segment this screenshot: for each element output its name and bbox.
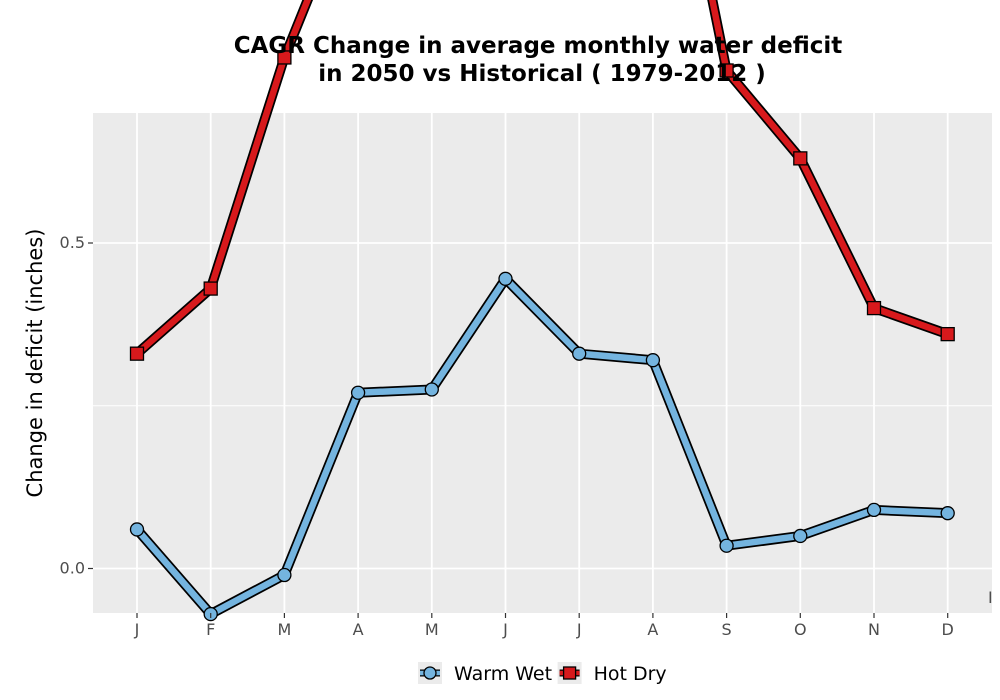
plot-panel <box>93 113 992 613</box>
data-point <box>572 346 587 361</box>
data-point <box>793 151 808 166</box>
x-tick-label: A <box>353 620 364 639</box>
series-line <box>133 275 951 618</box>
x-tick-label: O <box>794 620 807 639</box>
data-point <box>424 382 439 397</box>
x-tick-label: F <box>206 620 215 639</box>
y-tick-label: 0.5 <box>60 233 85 252</box>
chart-title-line-2: in 2050 vs Historical ( 1979-2012 ) <box>318 61 765 87</box>
y-tick-label: 0.0 <box>60 559 85 578</box>
data-point <box>866 502 882 518</box>
data-point <box>129 346 145 361</box>
x-tick-label: J <box>502 620 508 639</box>
y-axis-ticks: 0.00.51.0 <box>60 233 93 578</box>
x-tick-label: A <box>647 620 658 639</box>
x-tick-label: J <box>134 620 140 639</box>
data-point <box>277 50 292 65</box>
legend-item-warm-wet: Warm Wet <box>418 662 552 685</box>
legend-item-hot-dry: Hot Dry <box>557 662 667 685</box>
chart-title-line-1: CAGR Change in average monthly water def… <box>234 33 843 59</box>
data-point <box>645 353 661 368</box>
x-tick-label: D <box>942 620 954 639</box>
data-point <box>940 326 955 342</box>
data-point <box>350 385 366 400</box>
data-point <box>940 506 955 521</box>
y-axis-label: Change in deficit (inches) <box>23 229 47 498</box>
data-point <box>203 281 218 296</box>
data-point <box>498 271 513 286</box>
data-point <box>866 300 882 316</box>
data-point <box>793 528 808 544</box>
legend-label: Warm Wet <box>454 663 552 685</box>
x-tick-label: M <box>277 620 291 639</box>
legend-key-marker <box>423 666 437 680</box>
legend-label: Hot Dry <box>594 663 667 685</box>
series-layer <box>129 0 955 622</box>
series-warm-wet <box>129 271 955 622</box>
x-tick-label: S <box>722 620 732 639</box>
data-point <box>129 522 145 537</box>
data-point <box>277 567 292 583</box>
stray-label: I <box>988 588 993 607</box>
series-line <box>133 0 951 357</box>
legend-key-marker <box>562 666 577 680</box>
x-tick-label: J <box>576 620 582 639</box>
data-point <box>719 538 734 553</box>
legend: Warm Wet Hot Dry <box>418 662 667 685</box>
x-tick-label: N <box>868 620 880 639</box>
x-tick-label: M <box>425 620 439 639</box>
data-point <box>719 63 734 78</box>
series-hot-dry <box>129 0 955 361</box>
